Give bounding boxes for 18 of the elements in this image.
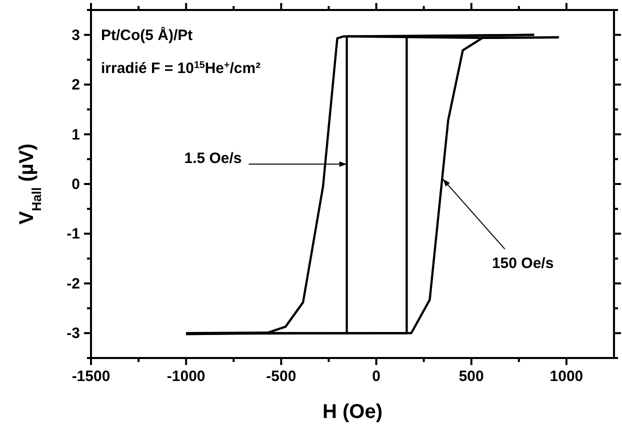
y-tick-label: -2	[66, 275, 80, 292]
annotation: 150 Oe/s	[492, 255, 554, 272]
x-tick-label: 1000	[550, 368, 584, 385]
x-tick-label: -1000	[166, 368, 206, 385]
x-axis-title: H (Oe)	[322, 401, 382, 423]
x-tick-label: -1500	[72, 368, 110, 385]
x-tick-label: 0	[372, 368, 380, 385]
annotation: Pt/Co(5 Å)/Pt	[101, 26, 193, 44]
y-tick-label: 0	[72, 176, 80, 193]
annotation: 1.5 Oe/s	[184, 150, 242, 168]
y-tick-label: 3	[72, 26, 80, 44]
y-tick-label: -1	[66, 226, 80, 243]
y-tick-label: -3	[66, 325, 80, 342]
y-tick-label: 2	[72, 76, 80, 94]
y-tick-label: 1	[72, 126, 80, 144]
x-tick-label: -500	[266, 368, 296, 385]
annotation: irradié F = 10$^{15}$He$^{+}$/cm²	[101, 60, 261, 77]
x-tick-label: 500	[458, 368, 484, 385]
